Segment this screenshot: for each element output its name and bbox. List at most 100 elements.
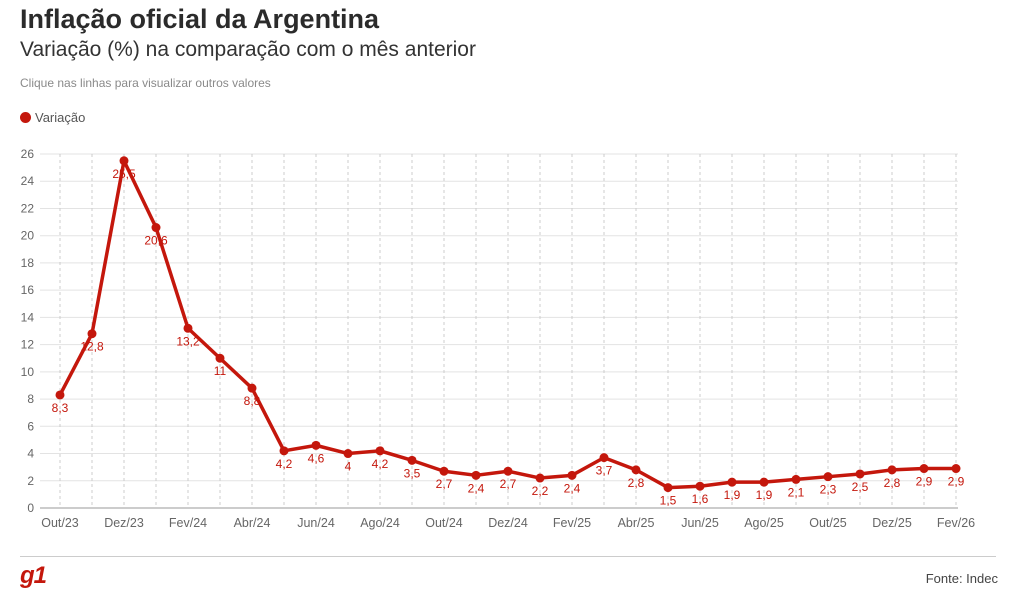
y-tick-label: 12 [21, 338, 35, 352]
data-label: 20,6 [144, 234, 168, 248]
data-label: 2,8 [884, 476, 901, 490]
data-label: 4,6 [308, 451, 325, 465]
data-label: 1,5 [660, 494, 677, 508]
data-point[interactable] [503, 466, 513, 476]
data-point[interactable] [343, 449, 353, 459]
data-point[interactable] [151, 223, 161, 233]
footer-divider [20, 556, 996, 557]
chart-title: Inflação oficial da Argentina [20, 4, 380, 34]
x-tick-label: Out/23 [41, 516, 79, 530]
x-tick-label: Abr/25 [618, 516, 655, 530]
x-tick-label: Fev/24 [169, 516, 207, 530]
y-tick-label: 26 [21, 147, 35, 161]
data-label: 4,2 [276, 457, 293, 471]
y-tick-label: 10 [21, 365, 35, 379]
data-point[interactable] [119, 156, 129, 166]
data-point[interactable] [855, 469, 865, 479]
data-point[interactable] [631, 465, 641, 475]
data-label: 8,8 [244, 394, 261, 408]
data-point[interactable] [279, 446, 289, 456]
y-tick-label: 22 [21, 201, 35, 215]
data-label: 3,7 [596, 464, 613, 478]
data-point[interactable] [247, 383, 257, 393]
data-point[interactable] [55, 390, 65, 400]
y-tick-label: 8 [27, 392, 34, 406]
data-label: 1,9 [756, 488, 773, 502]
data-label: 2,2 [532, 484, 549, 498]
data-point[interactable] [887, 465, 897, 475]
grid [40, 153, 958, 509]
x-tick-label: Dez/23 [104, 516, 144, 530]
data-label: 2,7 [500, 477, 517, 491]
data-label: 25,5 [112, 167, 136, 181]
data-point[interactable] [663, 483, 673, 493]
data-label: 2,1 [788, 485, 805, 499]
data-label: 3,5 [404, 466, 421, 480]
x-tick-label: Fev/26 [937, 516, 975, 530]
data-point[interactable] [599, 453, 609, 463]
data-point[interactable] [471, 470, 481, 480]
data-point[interactable] [823, 472, 833, 482]
data-label: 2,4 [564, 481, 581, 495]
legend[interactable]: Variação [20, 110, 85, 125]
data-point[interactable] [535, 473, 545, 483]
data-point[interactable] [87, 329, 97, 339]
y-tick-label: 24 [21, 174, 35, 188]
data-point[interactable] [727, 477, 737, 487]
data-label: 1,9 [724, 488, 741, 502]
chart-subtitle: Variação (%) na comparação com o mês ant… [20, 38, 476, 61]
g1-logo: g1 [20, 562, 47, 589]
data-point[interactable] [759, 477, 769, 487]
data-label: 2,5 [852, 480, 869, 494]
legend-dot-icon [20, 112, 31, 123]
data-label: 2,4 [468, 481, 485, 495]
x-tick-label: Out/24 [425, 516, 463, 530]
hint-text: Clique nas linhas para visualizar outros… [20, 76, 271, 90]
x-tick-label: Jun/25 [681, 516, 719, 530]
data-labels: 8,3 12,8 25,5 20,6 13,2 11 8,8 4,2 4,6 4 4,2 3,5 2,7… [52, 167, 965, 508]
data-point[interactable] [439, 466, 449, 476]
data-label: 8,3 [52, 401, 69, 415]
data-point[interactable] [407, 455, 417, 465]
data-point[interactable] [567, 470, 577, 480]
data-label: 2,9 [948, 475, 965, 489]
data-label: 13,2 [176, 334, 200, 348]
data-point[interactable] [791, 474, 801, 484]
x-tick-label: Abr/24 [234, 516, 271, 530]
data-label: 12,8 [80, 340, 104, 354]
data-label: 2,7 [436, 477, 453, 491]
data-point[interactable] [695, 481, 705, 491]
y-tick-label: 18 [21, 256, 35, 270]
data-point[interactable] [919, 464, 929, 474]
data-label: 2,8 [628, 476, 645, 490]
data-label: 4,2 [372, 457, 389, 471]
data-point[interactable] [375, 446, 385, 456]
data-point[interactable] [215, 353, 225, 363]
x-tick-label: Dez/25 [872, 516, 912, 530]
data-point[interactable] [311, 440, 321, 450]
x-tick-label: Out/25 [809, 516, 847, 530]
y-tick-label: 6 [27, 419, 34, 433]
data-point[interactable] [183, 323, 193, 333]
source-text: Fonte: Indec [925, 571, 998, 586]
y-tick-label: 0 [27, 501, 34, 515]
data-points [55, 156, 961, 493]
data-label: 11 [214, 364, 227, 378]
data-label: 1,6 [692, 492, 709, 506]
data-point[interactable] [951, 464, 961, 474]
legend-label: Variação [35, 110, 86, 125]
y-tick-label: 20 [21, 229, 35, 243]
x-tick-label: Ago/24 [360, 516, 400, 530]
x-tick-label: Dez/24 [488, 516, 528, 530]
x-tick-label: Ago/25 [744, 516, 784, 530]
data-label: 2,9 [916, 475, 933, 489]
x-tick-label: Jun/24 [297, 516, 335, 530]
y-tick-label: 4 [27, 447, 34, 461]
y-tick-label: 16 [21, 283, 35, 297]
data-label: 2,3 [820, 483, 837, 497]
y-tick-label: 2 [27, 474, 34, 488]
x-tick-label: Fev/25 [553, 516, 591, 530]
y-tick-label: 14 [21, 310, 35, 324]
